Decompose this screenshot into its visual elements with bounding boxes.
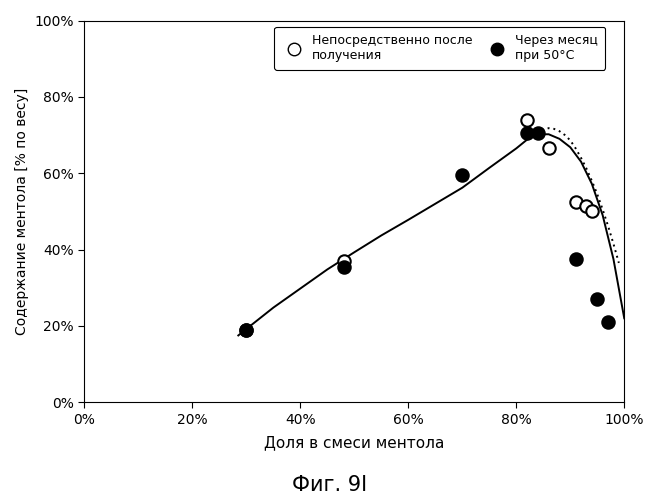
Point <box>241 326 252 334</box>
Y-axis label: Содержание ментола [% по весу]: Содержание ментола [% по весу] <box>15 88 29 335</box>
Point <box>587 208 597 216</box>
Point <box>457 171 468 179</box>
Point <box>571 198 581 206</box>
Legend: Непосредственно после
получения, Через месяц
при 50°C: Непосредственно после получения, Через м… <box>274 26 605 70</box>
Point <box>603 318 614 326</box>
Point <box>338 257 349 265</box>
Point <box>338 262 349 270</box>
Point <box>592 295 602 303</box>
Point <box>241 326 252 334</box>
Point <box>544 144 554 152</box>
X-axis label: Доля в смеси ментола: Доля в смеси ментола <box>264 435 445 450</box>
Point <box>571 255 581 263</box>
Point <box>522 116 532 124</box>
Point <box>581 202 592 209</box>
Text: Фиг. 9I: Фиг. 9I <box>292 475 367 495</box>
Point <box>532 129 543 137</box>
Point <box>522 129 532 137</box>
